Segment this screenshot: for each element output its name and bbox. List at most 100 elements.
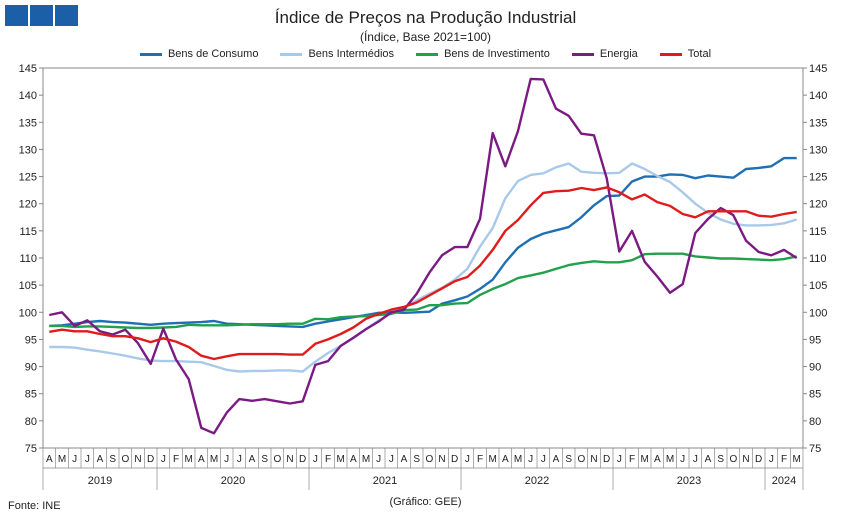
y-tick-label-right: 75 xyxy=(809,443,821,455)
x-month-label: A xyxy=(97,454,104,465)
series-line-bens-de-investimento xyxy=(49,252,797,330)
x-month-label: J xyxy=(313,454,318,465)
x-month-label: M xyxy=(362,454,370,465)
y-tick-label-left: 130 xyxy=(19,144,37,156)
x-month-label: D xyxy=(299,454,306,465)
x-year-label: 2021 xyxy=(373,475,397,487)
logo-square-1 xyxy=(5,5,28,26)
legend-swatch xyxy=(416,52,439,56)
x-month-label: M xyxy=(488,454,496,465)
legend-item: Bens de Investimento xyxy=(416,48,550,60)
x-month-label: M xyxy=(640,454,648,465)
legend-swatch xyxy=(571,52,594,56)
x-month-label: D xyxy=(603,454,610,465)
x-month-label: F xyxy=(325,454,331,465)
y-tick-label-right: 105 xyxy=(809,280,827,292)
legend-label: Bens de Investimento xyxy=(444,48,550,60)
x-month-label: O xyxy=(121,454,129,465)
legend-swatch xyxy=(280,52,303,56)
series-line-bens-interm-dios xyxy=(49,162,798,373)
x-year-label: 2020 xyxy=(221,475,245,487)
legend-label: Bens Intermédios xyxy=(308,48,395,60)
x-month-label: F xyxy=(173,454,179,465)
x-month-label: A xyxy=(198,454,205,465)
x-month-label: J xyxy=(72,454,77,465)
x-month-label: J xyxy=(769,454,774,465)
y-tick-label-right: 110 xyxy=(809,253,827,265)
x-year-label: 2022 xyxy=(525,475,549,487)
x-month-label: J xyxy=(376,454,381,465)
x-month-label: S xyxy=(565,454,572,465)
y-tick-label-right: 95 xyxy=(809,334,821,346)
x-month-label: J xyxy=(224,454,229,465)
x-month-label: M xyxy=(792,454,800,465)
chart-title: Índice de Preços na Produção Industrial xyxy=(274,8,577,27)
x-month-label: F xyxy=(629,454,635,465)
x-month-label: A xyxy=(553,454,560,465)
y-tick-label-left: 95 xyxy=(25,334,37,346)
series-line-bens-de-consumo xyxy=(49,156,797,329)
x-month-label: S xyxy=(413,454,420,465)
y-tick-label-left: 80 xyxy=(25,416,37,428)
x-month-label: A xyxy=(249,454,256,465)
x-month-label: O xyxy=(425,454,433,465)
x-month-label: J xyxy=(680,454,685,465)
x-month-label: J xyxy=(465,454,470,465)
x-month-label: O xyxy=(273,454,281,465)
y-tick-label-left: 125 xyxy=(19,172,37,184)
x-month-label: A xyxy=(46,454,53,465)
x-month-label: S xyxy=(717,454,724,465)
series-line-total xyxy=(49,186,797,361)
x-month-label: A xyxy=(401,454,408,465)
chart-legend: Bens de Consumo Bens Intermédios Bens de I… xyxy=(0,48,851,60)
y-tick-label-left: 100 xyxy=(19,307,37,319)
x-year-label: 2023 xyxy=(677,475,701,487)
x-month-label: M xyxy=(184,454,192,465)
x-month-label: N xyxy=(286,454,293,465)
x-month-label: D xyxy=(755,454,762,465)
x-month-label: A xyxy=(502,454,509,465)
y-tick-label-right: 125 xyxy=(809,172,827,184)
y-tick-label-left: 115 xyxy=(19,226,37,238)
logo-square-2 xyxy=(30,5,53,26)
legend-swatch xyxy=(659,52,682,56)
x-month-label: J xyxy=(161,454,166,465)
x-month-label: N xyxy=(742,454,749,465)
chart-subtitle: (Índice, Base 2021=100) xyxy=(359,30,492,44)
y-tick-label-right: 120 xyxy=(809,199,827,211)
x-month-label: O xyxy=(729,454,737,465)
y-tick-label-left: 145 xyxy=(19,63,37,75)
x-month-label: F xyxy=(477,454,483,465)
legend-label: Bens de Consumo xyxy=(167,48,259,60)
y-tick-label-left: 105 xyxy=(19,280,37,292)
y-tick-label-right: 115 xyxy=(809,226,827,238)
y-tick-label-left: 140 xyxy=(19,90,37,102)
y-tick-label-right: 130 xyxy=(809,144,827,156)
x-month-label: M xyxy=(210,454,218,465)
x-month-label: F xyxy=(781,454,787,465)
x-month-label: O xyxy=(577,454,585,465)
x-month-label: M xyxy=(58,454,66,465)
source-note: Fonte: INE xyxy=(8,500,61,512)
y-tick-label-left: 135 xyxy=(19,117,37,129)
legend-label: Total xyxy=(687,48,712,60)
x-month-label: S xyxy=(109,454,116,465)
x-year-label: 2019 xyxy=(88,475,112,487)
x-month-label: M xyxy=(514,454,522,465)
y-tick-label-right: 140 xyxy=(809,90,827,102)
legend-item: Energia xyxy=(571,48,638,60)
x-month-label: J xyxy=(541,454,546,465)
x-month-label: A xyxy=(705,454,712,465)
x-month-label: J xyxy=(693,454,698,465)
x-month-label: J xyxy=(617,454,622,465)
x-month-label: A xyxy=(654,454,661,465)
y-tick-label-right: 145 xyxy=(809,63,827,75)
x-month-label: D xyxy=(147,454,154,465)
series-line-energia xyxy=(49,77,798,435)
x-month-label: N xyxy=(134,454,141,465)
x-month-label: M xyxy=(666,454,674,465)
x-month-label: M xyxy=(336,454,344,465)
legend-label: Energia xyxy=(599,48,638,60)
credit-note: (Gráfico: GEE) xyxy=(389,496,462,508)
x-month-label: J xyxy=(237,454,242,465)
